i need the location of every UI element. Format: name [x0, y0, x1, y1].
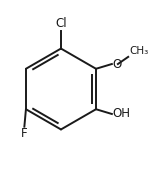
Text: Cl: Cl	[55, 17, 67, 30]
Text: F: F	[21, 127, 28, 140]
Text: CH₃: CH₃	[129, 46, 148, 56]
Text: O: O	[112, 57, 122, 70]
Text: OH: OH	[113, 108, 131, 121]
